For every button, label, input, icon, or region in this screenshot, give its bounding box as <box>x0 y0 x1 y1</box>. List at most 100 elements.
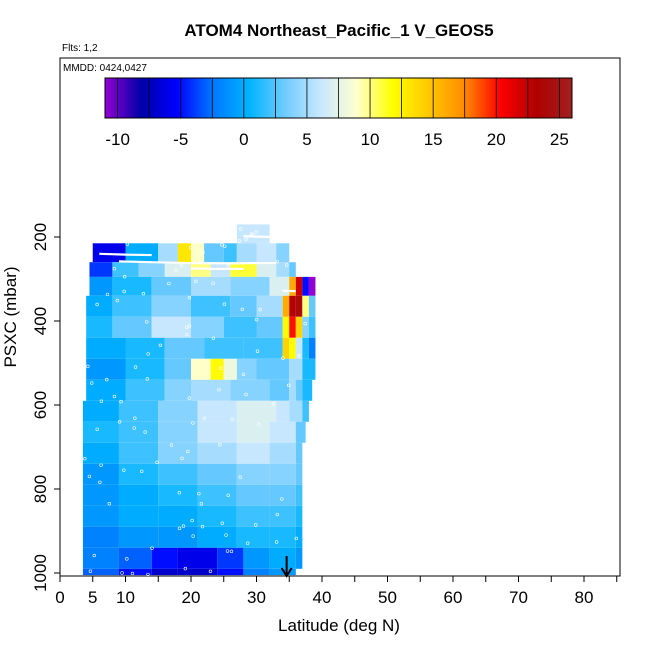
sample-point <box>120 571 124 575</box>
sample-point <box>187 396 192 400</box>
sample-point <box>258 307 262 312</box>
sample-point <box>218 366 223 370</box>
sample-point <box>143 430 147 434</box>
sample-point <box>140 469 144 474</box>
sample-point <box>200 524 205 529</box>
sample-point <box>145 320 149 324</box>
heatmap-cell <box>191 379 231 401</box>
heatmap-cell <box>191 276 231 296</box>
heatmap-cell <box>295 463 303 485</box>
heatmap-cell <box>164 358 191 380</box>
sample-point <box>238 475 242 479</box>
heatmap-cell <box>151 295 191 317</box>
heatmap-cell <box>138 262 165 277</box>
sample-point <box>225 549 230 553</box>
heatmap-cell <box>276 243 290 263</box>
heatmap-cell <box>269 276 290 296</box>
heatmap-cell <box>302 295 309 317</box>
sample-point <box>145 377 150 381</box>
heatmap-cell <box>269 442 296 464</box>
x-tick-label: 60 <box>444 588 463 607</box>
sample-point <box>112 394 117 399</box>
heatmap-cell <box>243 568 270 576</box>
sample-point <box>174 268 178 272</box>
heatmap-cell <box>295 484 303 506</box>
sample-point <box>83 456 87 461</box>
heatmap-cell <box>269 568 296 576</box>
y-axis: 200 400 600 800 1000 <box>31 223 60 592</box>
heatmap-cell <box>158 463 198 485</box>
y-axis-label: PSXC (mbar) <box>1 266 20 367</box>
heatmap-cell <box>118 400 159 422</box>
heatmap-cell <box>223 316 257 338</box>
heatmap-cell <box>177 547 218 569</box>
sample-point <box>141 291 146 296</box>
x-tick-label: 70 <box>509 588 528 607</box>
plot-frame <box>59 57 621 577</box>
sample-point <box>238 227 243 231</box>
y-tick-label: 200 <box>31 223 50 251</box>
sample-point <box>217 387 221 392</box>
latitude-marker <box>280 556 293 578</box>
sample-point <box>98 480 102 485</box>
heatmap-cell <box>118 463 159 485</box>
sample-point <box>240 307 245 312</box>
heatmap-cell <box>302 337 309 359</box>
heatmap-cell <box>118 421 159 443</box>
heatmap-cell <box>92 243 126 263</box>
sample-point <box>169 443 174 447</box>
heatmap-cell <box>236 243 257 263</box>
sample-point <box>92 553 96 558</box>
heatmap-cell <box>118 568 152 576</box>
sample-point <box>187 295 192 300</box>
heatmap-cell <box>158 400 198 422</box>
heatmap-cell <box>289 262 296 277</box>
heatmap-cell <box>223 243 237 263</box>
sample-point <box>133 416 137 420</box>
sample-point <box>122 468 126 472</box>
heatmap-cell <box>118 505 159 527</box>
heatmap-cells <box>82 224 316 576</box>
heatmap-cell <box>302 379 313 401</box>
x-tick-label: 40 <box>313 588 332 607</box>
dates-note: MMDD: 0424,0427 <box>63 63 147 74</box>
heatmap-cell <box>177 243 191 263</box>
sample-point <box>115 298 120 303</box>
sample-point <box>88 569 93 573</box>
heatmap-cell <box>112 262 139 277</box>
heatmap-cell <box>86 379 126 401</box>
heatmap-cell <box>151 547 178 569</box>
sample-point <box>130 571 135 576</box>
sample-point <box>132 426 136 430</box>
sample-point <box>187 324 192 328</box>
x-tick-label: 5 <box>88 588 97 607</box>
heatmap-cell <box>295 337 303 359</box>
sample-point <box>133 365 138 369</box>
heatmap-cell <box>302 400 309 422</box>
heatmap-cell <box>82 484 119 506</box>
sample-point <box>190 518 194 523</box>
heatmap-cell <box>82 400 119 422</box>
sample-point <box>194 279 198 284</box>
heatmap-cell <box>82 442 119 464</box>
heatmap-cell <box>295 316 303 338</box>
sample-point <box>294 536 299 541</box>
heatmap-cell <box>295 442 303 464</box>
heatmap-cell <box>256 262 277 277</box>
heatmap-cell <box>308 337 316 359</box>
heatmap-cell <box>177 568 218 576</box>
heatmap-cell <box>164 262 191 277</box>
colorbar-tick-label: 20 <box>487 130 506 149</box>
heatmap-cell <box>217 547 244 569</box>
heatmap-cell <box>276 400 290 422</box>
heatmap-cell <box>191 295 231 317</box>
heatmap-cell <box>269 421 296 443</box>
heatmap-cell <box>197 463 237 485</box>
sample-point <box>117 420 122 424</box>
heatmap-cell <box>302 358 316 380</box>
sample-point <box>254 317 259 322</box>
heatmap-cell <box>191 358 211 380</box>
heatmap-cell <box>89 262 113 277</box>
y-tick-label: 1000 <box>31 554 50 592</box>
